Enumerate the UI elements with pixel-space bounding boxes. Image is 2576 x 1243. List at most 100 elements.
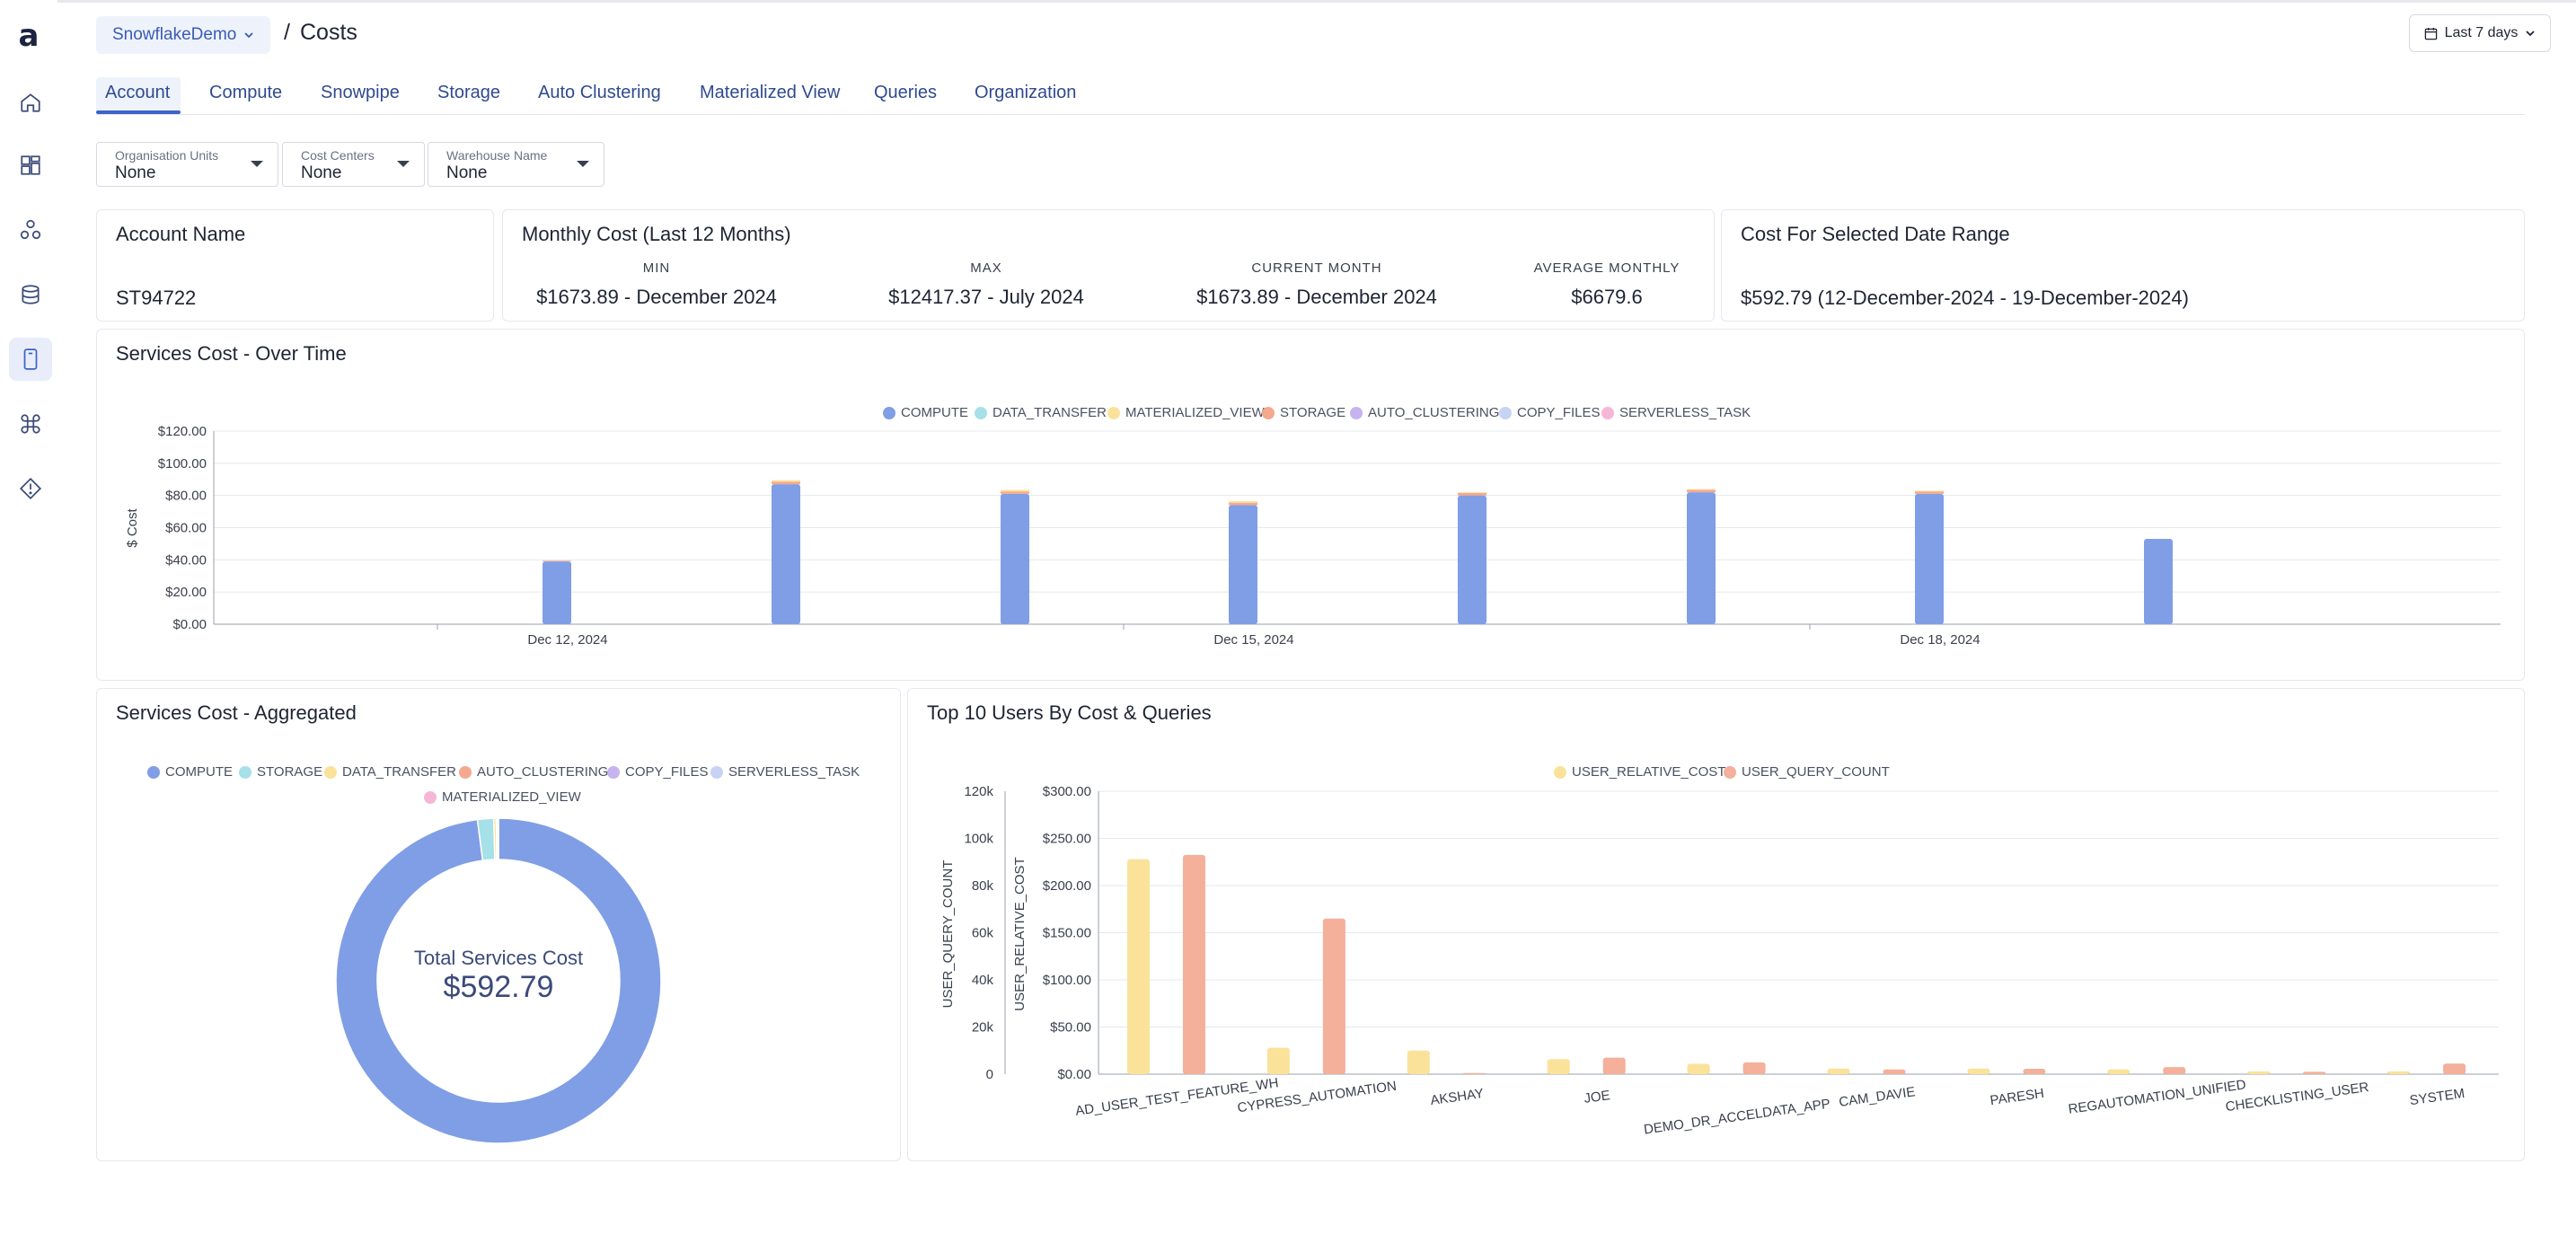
bar-storage[interactable] xyxy=(1001,491,1029,494)
bar-storage[interactable] xyxy=(543,560,571,562)
organisation-units-select[interactable]: Organisation Units None xyxy=(96,142,278,187)
date-range-button[interactable]: Last 7 days xyxy=(2409,14,2551,52)
legend-swatch xyxy=(1262,406,1275,419)
legend-label: AUTO_CLUSTERING xyxy=(477,764,609,780)
warehouse-name-select[interactable]: Warehouse Name None xyxy=(428,142,604,187)
tab-snowpipe[interactable]: Snowpipe xyxy=(321,83,400,102)
command-icon[interactable] xyxy=(9,402,52,445)
bar-storage[interactable] xyxy=(1458,492,1486,496)
home-icon[interactable] xyxy=(9,81,52,124)
aggregated-legend-item[interactable]: SERVERLESS_TASK xyxy=(710,764,860,780)
y-left-tick-label: 100k xyxy=(964,832,993,847)
bar-user-relative-cost[interactable] xyxy=(2247,1071,2271,1074)
bar-user-query-count[interactable] xyxy=(1322,918,1345,1074)
aggregated-legend-item[interactable]: DATA_TRANSFER xyxy=(324,764,456,780)
stat-label-current-month: CURRENT MONTH xyxy=(1251,260,1382,276)
aggregated-legend-item[interactable]: AUTO_CLUSTERING xyxy=(459,764,608,780)
legend-label: STORAGE xyxy=(257,764,323,780)
aggregated-legend-item[interactable]: MATERIALIZED_VIEW xyxy=(424,789,581,805)
bar-user-query-count[interactable] xyxy=(2023,1068,2046,1074)
tab-materialized-view[interactable]: Materialized View xyxy=(700,83,841,102)
tab-auto-clustering[interactable]: Auto Clustering xyxy=(538,83,661,102)
over-time-legend-item[interactable]: AUTO_CLUSTERING xyxy=(1350,405,1499,420)
bar-user-relative-cost[interactable] xyxy=(1127,859,1150,1074)
bar-user-relative-cost[interactable] xyxy=(1266,1047,1290,1074)
bar-user-relative-cost[interactable] xyxy=(1687,1063,1710,1074)
bar-compute[interactable] xyxy=(772,484,800,624)
bar-user-query-count[interactable] xyxy=(1462,1072,1486,1074)
aggregated-legend-item[interactable]: COPY_FILES xyxy=(607,764,709,780)
bar-compute[interactable] xyxy=(543,561,571,624)
bar-user-query-count[interactable] xyxy=(1602,1057,1626,1074)
dashboard-icon[interactable] xyxy=(9,144,52,187)
caret-down-icon xyxy=(251,161,263,167)
legend-swatch xyxy=(1499,406,1512,419)
over-time-legend-item[interactable]: SERVERLESS_TASK xyxy=(1601,405,1751,420)
tab-organization[interactable]: Organization xyxy=(975,83,1077,102)
bar-materialized_view[interactable] xyxy=(1915,490,1944,492)
bar-user-query-count[interactable] xyxy=(1742,1062,1766,1074)
bar-materialized_view[interactable] xyxy=(1687,489,1716,490)
app-logo[interactable]: a xyxy=(18,18,40,54)
filter-label: Organisation Units xyxy=(115,148,219,163)
bar-user-relative-cost[interactable] xyxy=(1967,1068,1990,1074)
tab-storage[interactable]: Storage xyxy=(437,83,501,102)
services-cost-over-time-card: Services Cost - Over Time xyxy=(96,329,2525,681)
bar-user-relative-cost[interactable] xyxy=(2107,1069,2130,1074)
bar-user-relative-cost[interactable] xyxy=(1827,1068,1850,1074)
aggregated-legend-item[interactable]: STORAGE xyxy=(239,764,322,780)
bar-user-query-count[interactable] xyxy=(1883,1069,1906,1074)
bar-compute[interactable] xyxy=(1458,495,1486,624)
bar-user-relative-cost[interactable] xyxy=(1407,1050,1430,1074)
bar-materialized_view[interactable] xyxy=(1458,492,1486,493)
bar-materialized_view[interactable] xyxy=(772,480,800,482)
bar-compute[interactable] xyxy=(1687,492,1716,624)
y-axis-label: $ Cost xyxy=(125,507,140,547)
y-right-tick-label: $100.00 xyxy=(1043,973,1091,988)
bar-compute[interactable] xyxy=(1001,493,1029,624)
donut-center-value: $592.79 xyxy=(443,970,554,1004)
y-left-tick-label: 80k xyxy=(972,878,994,894)
bar-materialized_view[interactable] xyxy=(1229,500,1257,503)
over-time-legend-item[interactable]: DATA_TRANSFER xyxy=(975,405,1107,420)
datastore-icon[interactable] xyxy=(9,273,52,316)
caret-down-icon xyxy=(577,161,589,167)
bar-compute[interactable] xyxy=(1915,493,1944,624)
over-time-legend-item[interactable]: MATERIALIZED_VIEW xyxy=(1107,405,1265,420)
slice-compute[interactable] xyxy=(335,817,662,1144)
costs-icon[interactable] xyxy=(9,338,52,381)
top-users-legend-item[interactable]: USER_QUERY_COUNT xyxy=(1724,764,1890,780)
bar-user-relative-cost[interactable] xyxy=(2387,1071,2411,1074)
pipelines-icon[interactable] xyxy=(9,208,52,251)
bar-user-relative-cost[interactable] xyxy=(1547,1059,1570,1074)
top-users-legend-item[interactable]: USER_RELATIVE_COST xyxy=(1554,764,1725,780)
bar-user-query-count[interactable] xyxy=(2163,1067,2186,1074)
tab-account[interactable]: Account xyxy=(105,83,171,102)
bar-user-query-count[interactable] xyxy=(2303,1071,2326,1074)
over-time-legend-item[interactable]: STORAGE xyxy=(1262,405,1345,420)
alerts-icon[interactable] xyxy=(9,467,52,510)
bar-user-query-count[interactable] xyxy=(2443,1063,2466,1074)
x-tick-label: Dec 15, 2024 xyxy=(1213,632,1293,648)
over-time-legend-item[interactable]: COMPUTE xyxy=(883,405,968,420)
bar-storage[interactable] xyxy=(1229,502,1257,506)
bar-compute[interactable] xyxy=(1229,505,1257,624)
aggregated-legend-item[interactable]: COMPUTE xyxy=(147,764,233,780)
bar-compute[interactable] xyxy=(2144,539,2173,624)
over-time-legend-item[interactable]: COPY_FILES xyxy=(1499,405,1601,420)
stat-label-average-monthly: AVERAGE MONTHLY xyxy=(1533,260,1681,276)
tab-compute[interactable]: Compute xyxy=(209,83,283,102)
bar-materialized_view[interactable] xyxy=(1001,489,1029,492)
tab-queries[interactable]: Queries xyxy=(874,83,938,102)
bar-storage[interactable] xyxy=(1915,491,1944,494)
card-title: Cost For Selected Date Range xyxy=(1741,223,2010,245)
over-time-chart: $0.00 $20.00 $40.00 $60.00 $80.00 $100.00 $120… xyxy=(125,424,2501,648)
bar-storage[interactable] xyxy=(1687,489,1716,493)
y-left-tick-label: 0 xyxy=(986,1067,993,1082)
x-tick-label: CHECKLISTING_USER xyxy=(2225,1080,2370,1115)
bar-storage[interactable] xyxy=(772,481,800,485)
org-selector[interactable]: SnowflakeDemo xyxy=(96,16,271,54)
bar-user-query-count[interactable] xyxy=(1183,854,1205,1074)
top-divider xyxy=(0,0,2576,3)
cost-centers-select[interactable]: Cost Centers None xyxy=(282,142,425,187)
